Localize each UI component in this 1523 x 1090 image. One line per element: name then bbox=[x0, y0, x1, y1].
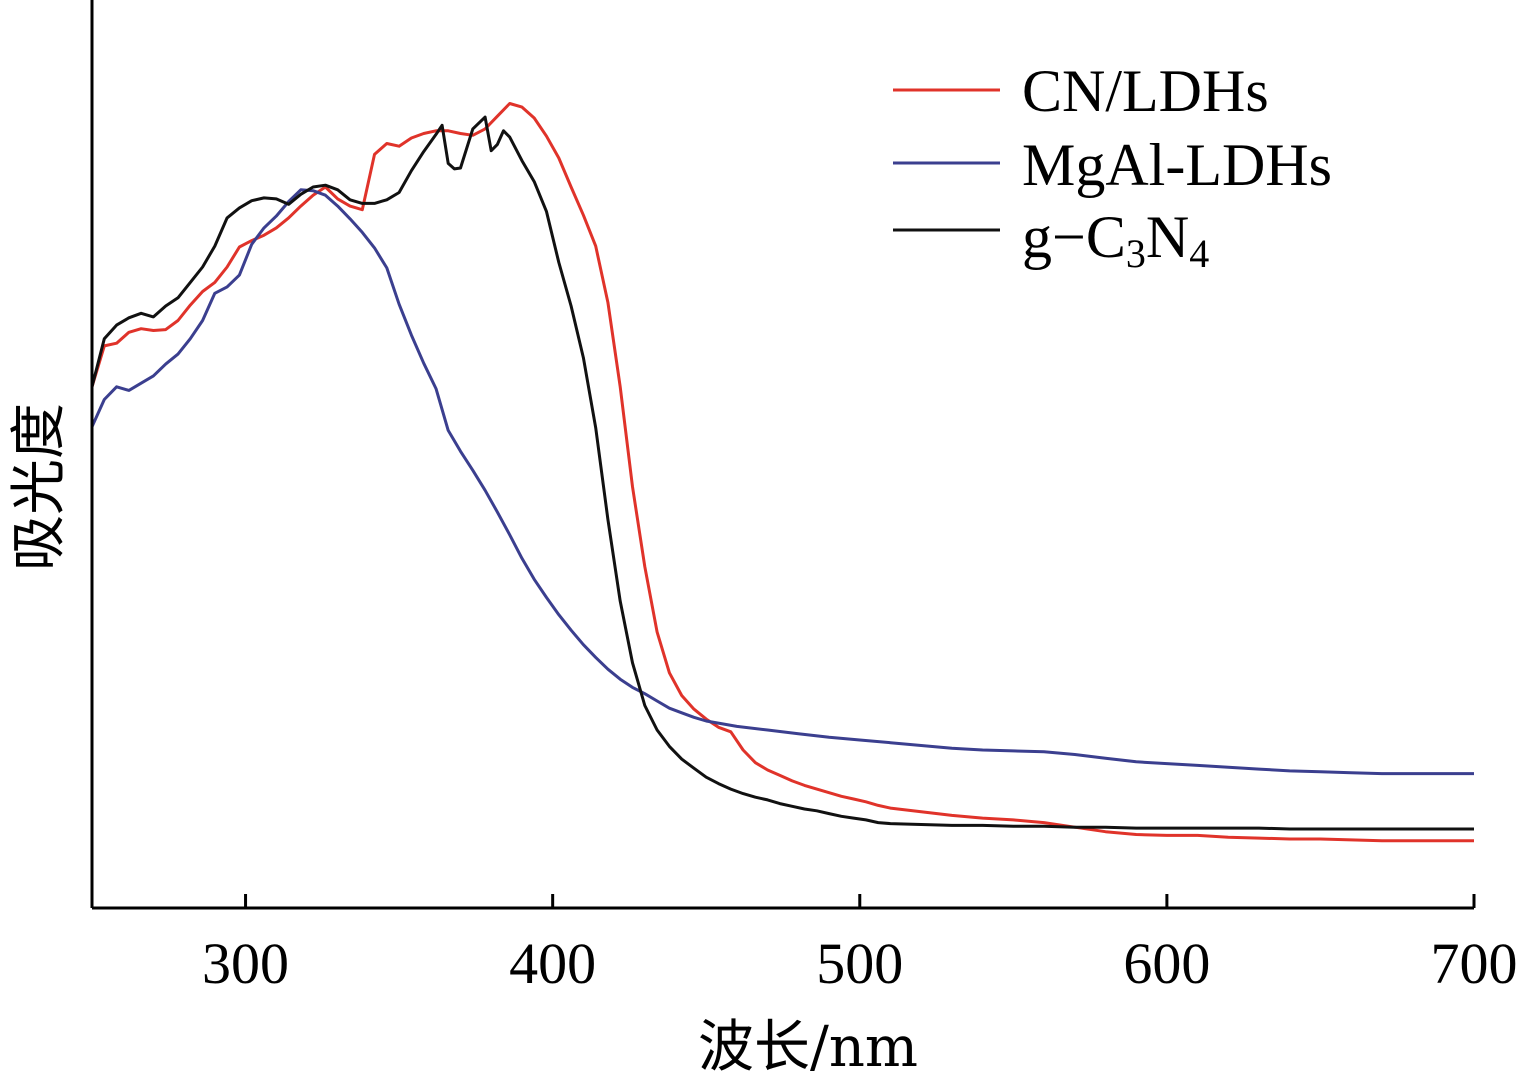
legend-subscript-3: 3 bbox=[1126, 231, 1146, 276]
x-tick-label: 400 bbox=[509, 931, 596, 996]
x-ticks: 300 400 500 600 700 bbox=[202, 894, 1518, 996]
plot-lines bbox=[90, 102, 1474, 843]
x-tick-label: 500 bbox=[816, 931, 903, 996]
x-tick-label: 600 bbox=[1123, 931, 1210, 996]
legend-g-c-part: g−C bbox=[1022, 204, 1126, 270]
legend-n-part: N bbox=[1146, 204, 1189, 270]
legend-label-g-c3n4: g−C3N4 bbox=[1022, 204, 1209, 276]
legend-subscript-4: 4 bbox=[1189, 231, 1209, 276]
x-tick-label: 700 bbox=[1431, 931, 1518, 996]
y-axis-title: 吸光度 bbox=[7, 403, 72, 571]
series-line-0 bbox=[90, 102, 1474, 843]
x-tick-label: 300 bbox=[202, 931, 289, 996]
series-line-1 bbox=[90, 188, 1474, 776]
series-line-2 bbox=[90, 115, 1474, 831]
legend-label-cn-ldhs: CN/LDHs bbox=[1022, 58, 1269, 124]
legend: CN/LDHs MgAl-LDHs g−C3N4 bbox=[893, 58, 1332, 276]
x-axis-title: 波长/nm bbox=[698, 1015, 918, 1080]
legend-label-mgal-ldhs: MgAl-LDHs bbox=[1022, 132, 1332, 198]
